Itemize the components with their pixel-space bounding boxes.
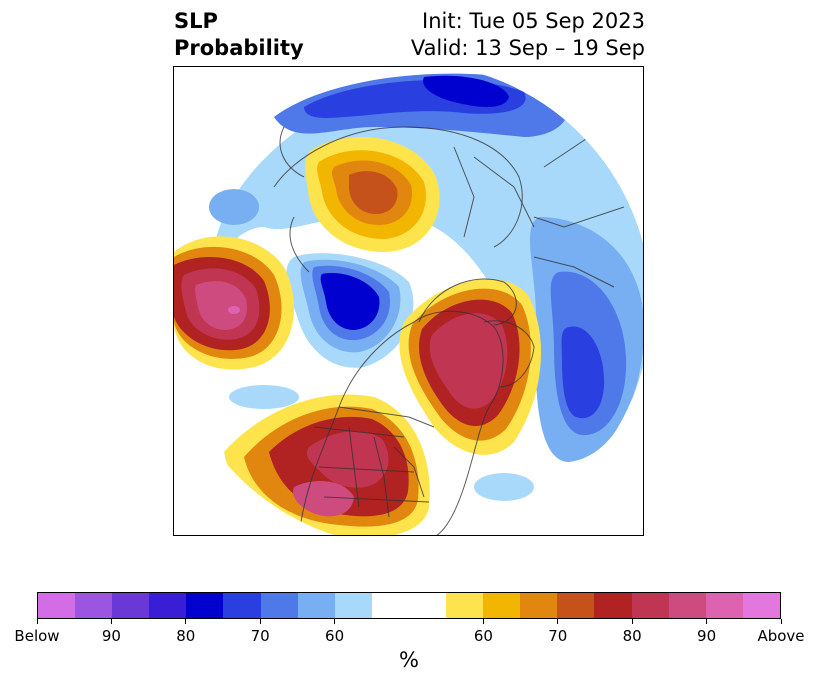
colorbar-segment [38,593,76,618]
colorbar-segment [483,593,521,618]
colorbar-tick-label: 70 [548,627,568,645]
colorbar-tick [482,619,484,624]
colorbar-segment [149,593,187,618]
colorbar [37,592,781,619]
colorbar-segment [705,593,743,618]
colorbar-tick-label: 80 [622,627,642,645]
colorbar-tick [334,619,336,624]
map-panel [173,66,644,536]
title-left: SLP Probability [174,8,304,62]
colorbar-tick-label: 90 [697,627,717,645]
colorbar-segment [520,593,558,618]
colorbar-tick-label: 70 [250,627,270,645]
colorbar-segment [631,593,669,618]
colorbar-unit-label: % [399,648,419,672]
colorbar-tick [706,619,708,624]
colorbar-segment [594,593,632,618]
colorbar-tick-label: Above [757,627,805,645]
colorbar-segment [260,593,298,618]
colorbar-segment [186,593,224,618]
colorbar-segment [297,593,335,618]
colorbar-tick [557,619,559,624]
colorbar-tick [110,619,112,624]
init-date: Init: Tue 05 Sep 2023 [422,9,645,33]
colorbar-segment [112,593,150,618]
colorbar-segment [371,593,447,618]
colorbar-segment [742,593,780,618]
title-right: Init: Tue 05 Sep 2023 Valid: 13 Sep – 19… [411,8,645,62]
colorbar-segment [668,593,706,618]
colorbar-tick [36,619,38,624]
colorbar-segment [75,593,113,618]
valid-range: Valid: 13 Sep – 19 Sep [410,36,645,60]
colorbar-segment [223,593,261,618]
colorbar-tick-label: 90 [101,627,121,645]
colorbar-tick [631,619,633,624]
colorbar-tick [259,619,261,624]
colorbar-tick-label: 60 [473,627,493,645]
colorbar-segment [446,593,484,618]
probability-map [174,67,643,535]
colorbar-tick [780,619,782,624]
colorbar-segment [557,593,595,618]
colorbar-tick-label: 60 [325,627,345,645]
colorbar-tick [185,619,187,624]
colorbar-segment [334,593,372,618]
title-product: Probability [174,36,304,60]
colorbar-tick-label: Below [14,627,60,645]
title-variable: SLP [174,9,218,33]
colorbar-tick-label: 80 [176,627,196,645]
